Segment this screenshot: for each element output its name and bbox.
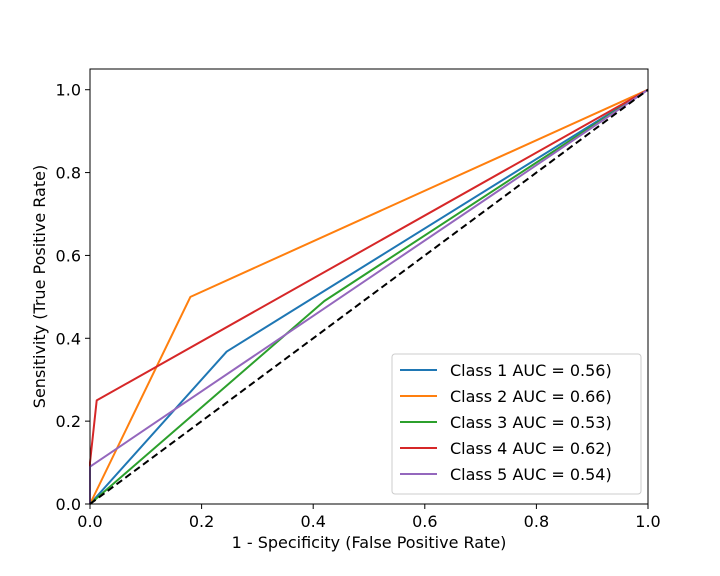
y-tick-label: 0.2 [56,412,81,431]
x-axis-label: 1 - Specificity (False Positive Rate) [232,533,507,552]
x-tick-label: 0.6 [412,512,437,531]
y-tick-label: 0.6 [56,246,81,265]
x-tick-label: 0.2 [189,512,214,531]
x-tick-label: 0.4 [300,512,325,531]
legend-label-class-1: Class 1 AUC = 0.56) [450,361,612,380]
y-tick-label: 0.0 [56,495,81,514]
legend-box [391,353,642,495]
x-tick-label: 0.8 [524,512,549,531]
x-tick-label: 1.0 [635,512,660,531]
legend-label-class-4: Class 4 AUC = 0.62) [450,439,612,458]
legend: Class 1 AUC = 0.56) Class 2 AUC = 0.66) Cl… [391,353,642,495]
x-tick-label: 0.0 [77,512,102,531]
reference-diagonal-line [89,88,649,505]
series-line-class-2 [89,88,649,505]
legend-label-class-3: Class 3 AUC = 0.53) [450,413,612,432]
y-tick-label: 0.8 [56,164,81,183]
y-tick-label: 0.4 [56,329,81,348]
plot-frame [89,68,649,505]
series-line-class-3 [89,88,649,505]
legend-label-class-5: Class 5 AUC = 0.54) [450,465,612,484]
y-axis-label: Sensitivity (True Positive Rate) [30,165,49,408]
legend-label-class-2: Class 2 AUC = 0.66) [450,387,612,406]
y-tick-label: 1.0 [56,81,81,100]
ticks-layer: 0.0 0.2 0.4 0.6 0.8 1.0 0.0 0.2 0.4 0.6 0.8 1.0 [56,81,661,531]
series-line-class-1 [89,88,649,505]
